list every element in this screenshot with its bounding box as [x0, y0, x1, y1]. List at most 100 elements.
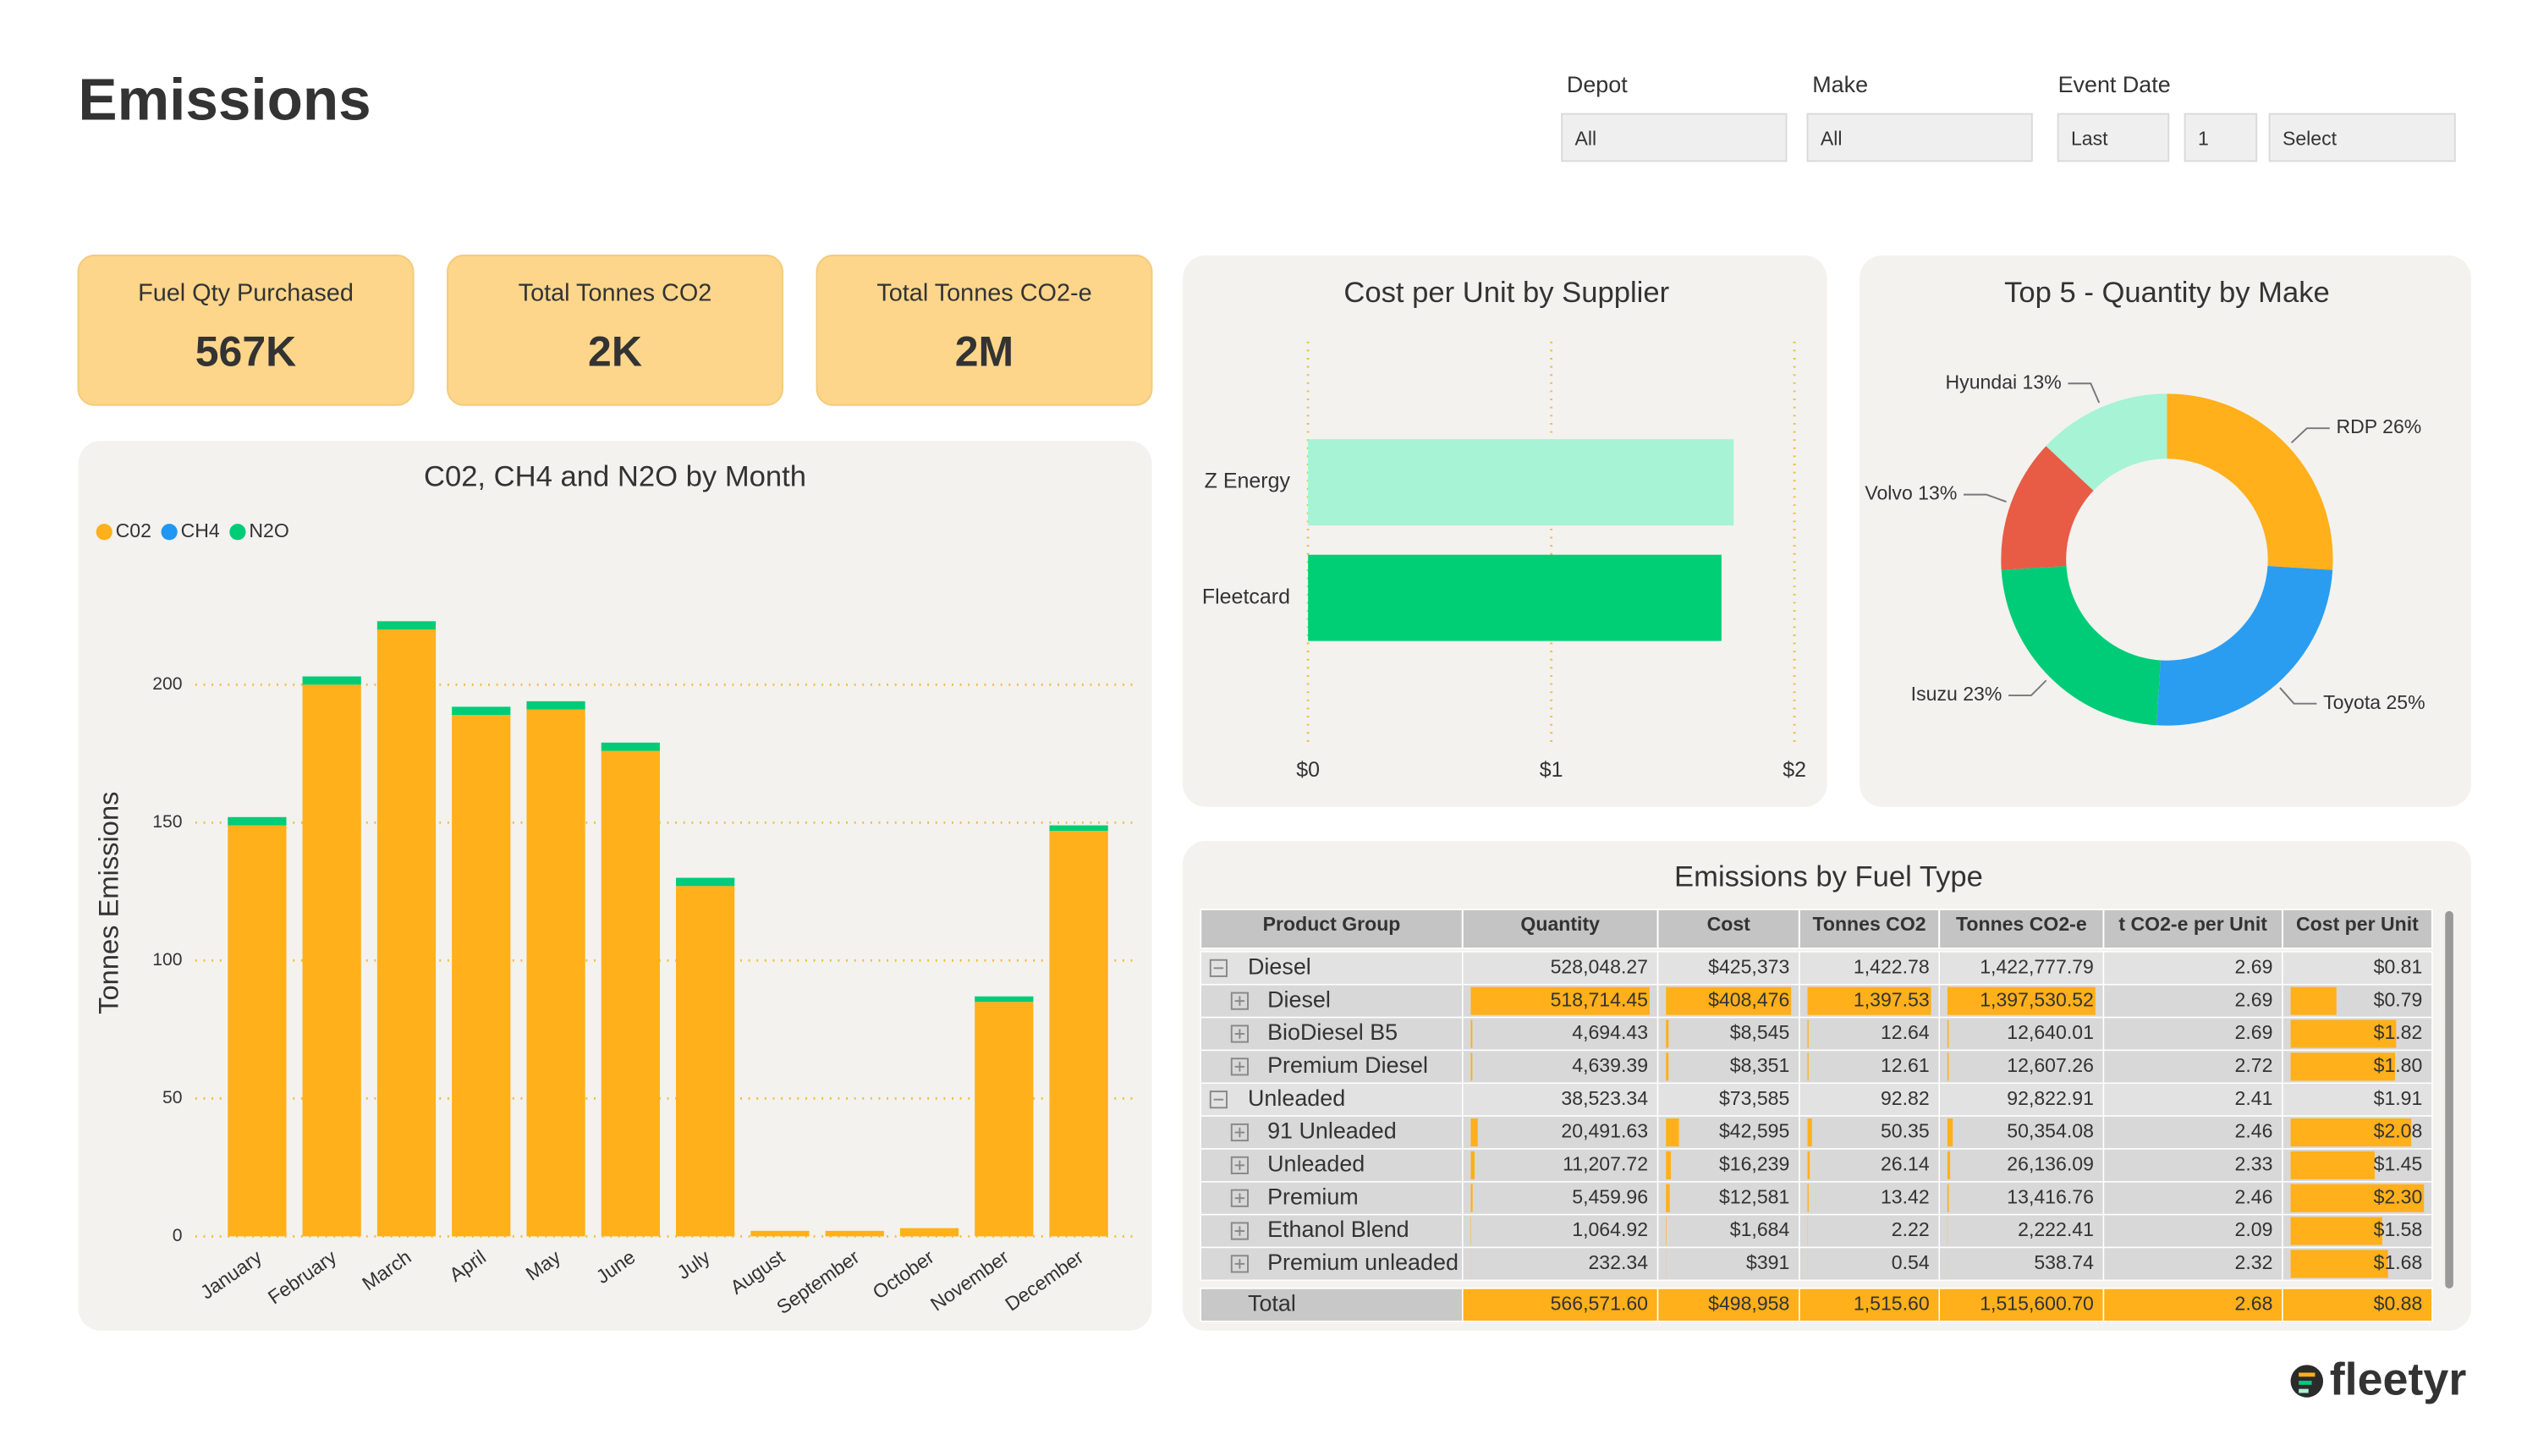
data-bar	[1807, 1052, 1809, 1081]
expand-icon[interactable]	[1230, 1255, 1249, 1273]
filter-label: Make	[1812, 72, 1868, 97]
expand-icon[interactable]	[1230, 1156, 1249, 1174]
kpi-value: 2M	[955, 327, 1014, 375]
bar-segment	[1049, 831, 1108, 1237]
data-bar	[2290, 1250, 2388, 1278]
table-cell	[1799, 1016, 1941, 1052]
bar-segment	[825, 1230, 884, 1237]
panel	[1183, 255, 1827, 807]
table-cell	[2282, 1082, 2433, 1117]
table-cell	[1938, 1049, 2105, 1085]
table-cell	[1799, 1288, 1941, 1322]
expand-icon[interactable]	[1230, 1222, 1249, 1240]
cell-value: 528,048.27	[1551, 955, 1648, 977]
bar-segment	[452, 706, 511, 716]
table-cell	[1462, 1213, 1659, 1249]
header-cell	[1200, 908, 1464, 950]
cell-value: 1,064.92	[1572, 1218, 1648, 1240]
filter-box[interactable]	[2057, 113, 2170, 162]
expand-icon[interactable]	[1230, 1123, 1249, 1142]
expand-icon[interactable]	[1209, 1091, 1228, 1109]
filter-value[interactable]: All	[1821, 127, 1843, 149]
y-tick-label: Fleetcard	[1202, 585, 1290, 608]
table-cell	[1938, 1181, 2105, 1216]
cell-value: 2.41	[2235, 1087, 2273, 1109]
legend-marker	[161, 524, 178, 541]
header-cell	[2282, 908, 2433, 950]
cell-value: $1.58	[2374, 1218, 2423, 1240]
cell-value: 2.69	[2235, 1021, 2273, 1043]
data-bar	[1947, 1184, 1949, 1212]
cell-value: $498,958	[1708, 1292, 1789, 1314]
cell-value: 1,422,777.79	[1980, 955, 2094, 977]
table-cell	[1656, 1082, 1800, 1117]
x-tick-label: $1	[1540, 758, 1563, 782]
cell-value: 4,694.43	[1572, 1021, 1648, 1043]
cell-value: $0.81	[2374, 955, 2423, 977]
data-bar	[1947, 1019, 1949, 1048]
filter-box[interactable]	[1561, 113, 1788, 162]
kpi-label: Fuel Qty Purchased	[138, 280, 354, 307]
data-bar	[2290, 986, 2337, 1015]
cell-value: $425,373	[1708, 955, 1789, 977]
cell-value: $0.79	[2374, 988, 2423, 1010]
table-cell	[1799, 1115, 1941, 1150]
cell-value: 4,639.39	[1572, 1054, 1648, 1076]
y-tick-label: 0	[173, 1226, 183, 1245]
filter-value[interactable]: 1	[2198, 127, 2209, 149]
panel	[1860, 255, 2472, 807]
scrollbar[interactable]	[2445, 910, 2453, 1288]
x-tick-label: $2	[1783, 758, 1806, 782]
cell-value: 2.32	[2235, 1251, 2273, 1273]
expand-icon[interactable]	[1230, 1058, 1249, 1076]
filter-value[interactable]: All	[1575, 127, 1597, 149]
expand-icon[interactable]	[1230, 992, 1249, 1010]
logo-text: fleetyr	[2330, 1354, 2467, 1405]
donut-slice	[2167, 393, 2333, 570]
bar-segment	[676, 877, 735, 887]
table-cell	[2102, 1246, 2283, 1282]
kpi-value: 567K	[195, 327, 297, 375]
row-label: BioDiesel B5	[1267, 1019, 1398, 1045]
filter-value[interactable]: Last	[2071, 127, 2108, 149]
data-bar	[1470, 1151, 1475, 1179]
row-label: Total	[1248, 1290, 1296, 1316]
filter-box[interactable]	[1806, 113, 2033, 162]
expand-icon[interactable]	[1230, 1189, 1249, 1207]
cell-value: 5,459.96	[1572, 1185, 1648, 1207]
data-bar	[1470, 1052, 1473, 1081]
table-cell	[1938, 1082, 2105, 1117]
cell-value: 13,416.76	[2007, 1185, 2094, 1207]
cell-value: $1,684	[1730, 1218, 1790, 1240]
data-bar	[1666, 1217, 1667, 1245]
filter-value[interactable]: Select	[2283, 127, 2337, 149]
table-cell	[1200, 951, 1464, 986]
row-label: Premium unleaded	[1267, 1250, 1459, 1275]
column-header: Tonnes CO2	[1812, 913, 1925, 935]
table-cell	[1938, 1288, 2105, 1322]
cell-value: 1,397.53	[1854, 988, 1930, 1010]
cell-value: 1,397,530.52	[1980, 988, 2094, 1010]
cell-value: 26,136.09	[2007, 1152, 2094, 1174]
filter-box[interactable]	[2268, 113, 2456, 162]
cell-value: $16,239	[1719, 1152, 1789, 1174]
legend-marker	[229, 524, 246, 541]
table-cell	[1938, 1213, 2105, 1249]
bar-segment	[601, 750, 660, 1237]
data-bar	[1947, 986, 2096, 1015]
cell-value: $408,476	[1708, 988, 1789, 1010]
data-bar	[1807, 1118, 1812, 1147]
table-cell	[1938, 1148, 2105, 1183]
cell-value: 0.54	[1892, 1251, 1930, 1273]
header-cell	[1461, 908, 1659, 950]
bar-segment	[975, 996, 1034, 1003]
cell-value: $1.91	[2374, 1087, 2423, 1109]
y-axis-label: Tonnes Emissions	[93, 792, 124, 1014]
filter-box[interactable]	[2184, 113, 2258, 162]
expand-icon[interactable]	[1230, 1025, 1249, 1043]
data-label: Volvo 13%	[1865, 482, 1957, 504]
expand-icon[interactable]	[1209, 959, 1228, 977]
table-cell	[1462, 1082, 1659, 1117]
table-cell	[1462, 1049, 1659, 1085]
